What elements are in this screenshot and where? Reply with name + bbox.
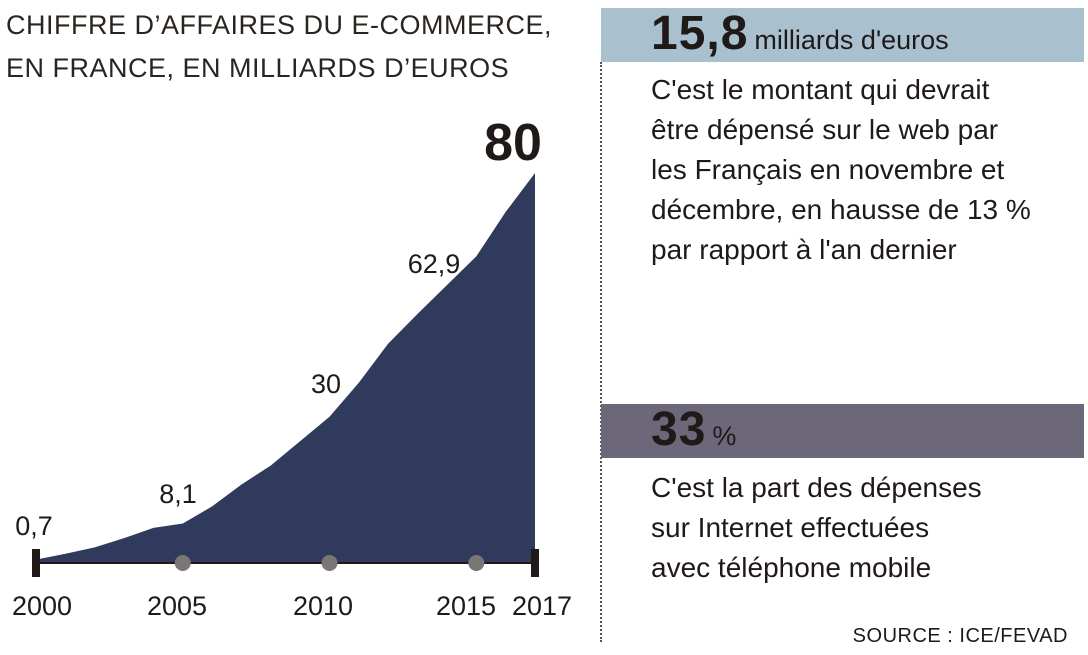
stat-description-line: par rapport à l'an dernier: [651, 234, 957, 265]
tick-marker: [468, 555, 485, 571]
data-label: 80: [484, 114, 542, 172]
stat-unit-mobile: %: [712, 421, 737, 451]
stat-value-amount: 15,8: [651, 7, 749, 60]
stat-description-line: avec téléphone mobile: [651, 552, 932, 583]
chart-title: CHIFFRE D’AFFAIRES DU E-COMMERCE, EN FRA…: [6, 4, 586, 90]
stat-description-mobile: C'est la part des dépenses sur Internet …: [651, 468, 1071, 588]
stat-unit-amount: milliards d'euros: [754, 25, 949, 55]
source-note: SOURCE : ICE/FEVAD: [852, 625, 1068, 647]
stat-heading-mobile: 33%: [651, 402, 736, 457]
stat-description-line: C'est la part des dépenses: [651, 472, 982, 503]
area-chart: 2000 2005 2010 2015 2017 0,7 8,1 30 62,9 80: [12, 114, 572, 621]
tick-marker: [174, 555, 191, 571]
axis-end-cap: [531, 549, 539, 577]
axis-start-cap: [32, 549, 40, 577]
data-label: 62,9: [408, 249, 461, 279]
stat-heading-amount: 15,8 milliards d'euros: [651, 6, 949, 61]
stat-band-amount: [601, 8, 1084, 62]
chart-title-line-2: EN FRANCE, EN MILLIARDS D’EUROS: [6, 53, 510, 83]
data-label: 30: [311, 369, 341, 399]
x-tick-label: 2000: [12, 591, 72, 621]
stat-description-amount: C'est le montant qui devrait être dépens…: [651, 70, 1071, 270]
x-tick-label: 2017: [512, 591, 572, 621]
stat-description-line: les Français en novembre et: [651, 154, 1005, 185]
data-label: 8,1: [159, 479, 197, 509]
stat-description-line: sur Internet effectuées: [651, 512, 930, 543]
area-series: [36, 173, 535, 563]
x-tick-label: 2015: [436, 591, 496, 621]
stat-description-line: décembre, en hausse de 13 %: [651, 194, 1031, 225]
tick-marker: [321, 555, 338, 571]
stat-value-mobile: 33: [651, 403, 707, 456]
data-label: 0,7: [15, 511, 53, 541]
stat-band-mobile: [601, 404, 1084, 458]
x-tick-label: 2010: [293, 591, 353, 621]
stat-description-line: C'est le montant qui devrait: [651, 74, 990, 105]
stat-description-line: être dépensé sur le web par: [651, 114, 999, 145]
x-tick-label: 2005: [147, 591, 207, 621]
chart-title-line-1: CHIFFRE D’AFFAIRES DU E-COMMERCE,: [6, 10, 553, 40]
dotted-divider: [600, 62, 602, 642]
